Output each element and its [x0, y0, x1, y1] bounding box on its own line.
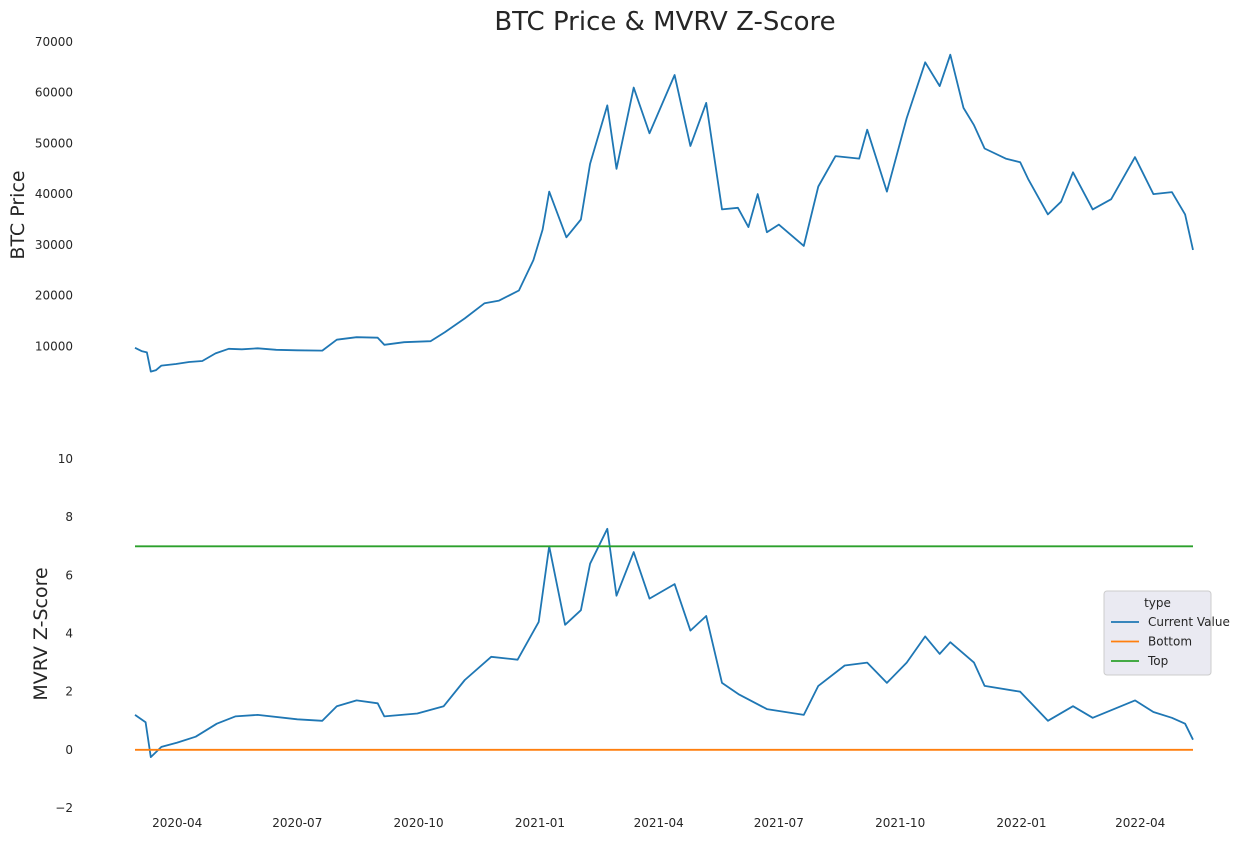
legend-box: [1103, 590, 1212, 676]
y-axis-label: MVRV Z-Score: [30, 567, 52, 700]
y-tick-label: 10: [58, 452, 73, 466]
zscore-panel: −2 0 2 4 6 8 10 MVRV Z-Score: [30, 452, 1194, 815]
legend: type Current Value Bottom Top: [1103, 590, 1230, 676]
y-tick-label: 50000: [35, 136, 73, 150]
x-tick-label: 2021-07: [754, 816, 804, 830]
y-tick-label: 40000: [35, 187, 73, 201]
price-panel: 10000 20000 30000 40000 50000 60000 70000 BTC P…: [7, 35, 1194, 373]
legend-entry: Current Value: [1148, 615, 1230, 629]
legend-title: type: [1144, 596, 1171, 610]
y-axis-label: BTC Price: [7, 170, 29, 259]
y-tick-label: −2: [55, 801, 73, 815]
y-tick-label: 70000: [35, 35, 73, 49]
y-tick-label: 30000: [35, 238, 73, 252]
y-tick-label: 6: [65, 568, 73, 582]
series-line-price-0: [134, 53, 1194, 373]
x-tick-label: 2021-04: [634, 816, 684, 830]
y-tick-label: 10000: [35, 339, 73, 353]
x-axis: 2020-04 2020-07 2020-10 2021-01 2021-04 2021-…: [152, 816, 1165, 830]
legend-entry: Top: [1147, 654, 1168, 668]
series-line-current-value: [134, 527, 1194, 758]
x-tick-label: 2022-04: [1115, 816, 1165, 830]
x-tick-label: 2022-01: [996, 816, 1046, 830]
x-tick-label: 2020-07: [272, 816, 322, 830]
y-tick-label: 0: [65, 743, 73, 757]
x-tick-label: 2020-10: [394, 816, 444, 830]
y-tick-label: 60000: [35, 86, 73, 100]
y-tick-label: 20000: [35, 289, 73, 303]
y-tick-label: 2: [65, 685, 73, 699]
x-tick-label: 2021-10: [875, 816, 925, 830]
y-tick-label: 8: [65, 510, 73, 524]
legend-entry: Bottom: [1148, 635, 1192, 649]
x-tick-label: 2020-04: [152, 816, 202, 830]
y-tick-label: 4: [65, 627, 73, 641]
x-tick-label: 2021-01: [515, 816, 565, 830]
chart-title: BTC Price & MVRV Z-Score: [494, 7, 835, 37]
